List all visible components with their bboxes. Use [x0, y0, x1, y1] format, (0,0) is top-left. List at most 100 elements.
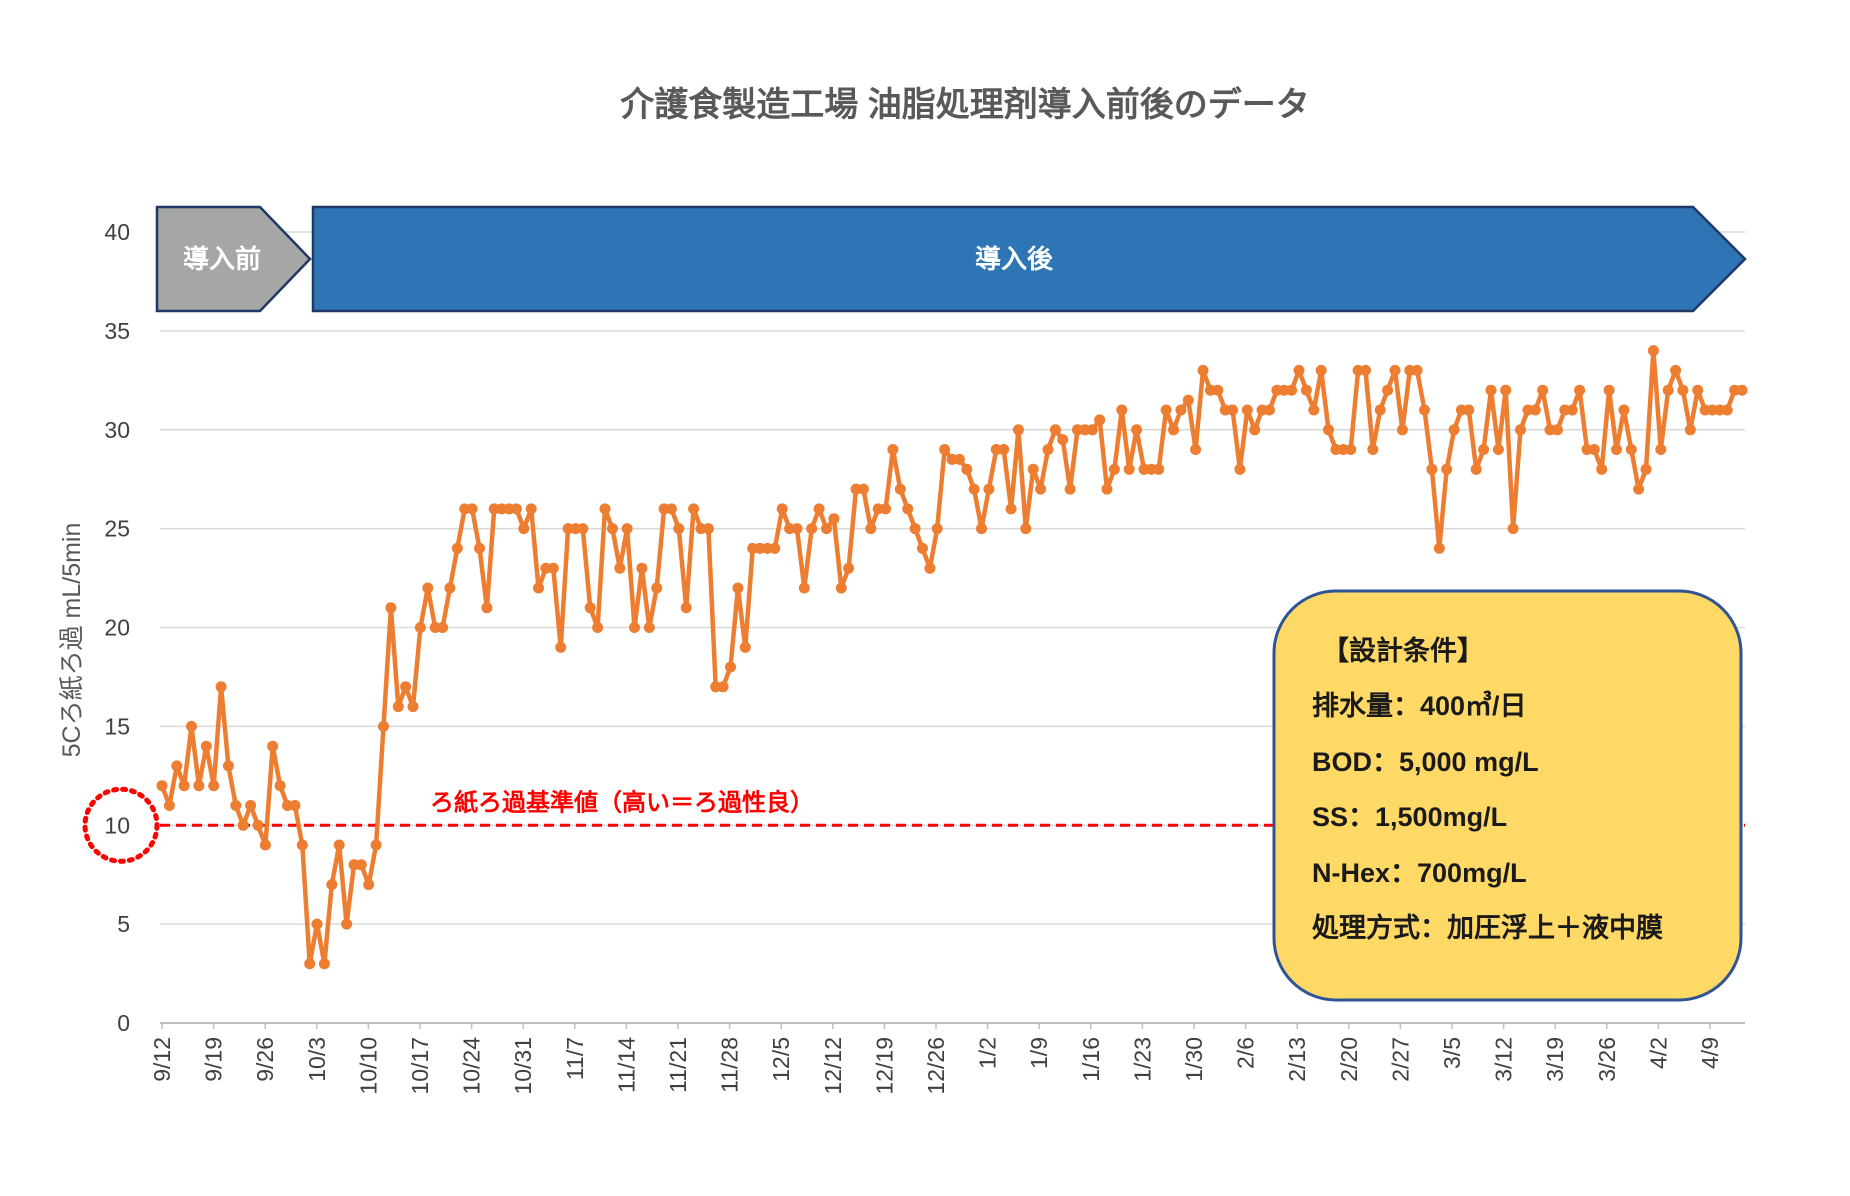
- data-point: [857, 483, 869, 495]
- data-point: [481, 602, 493, 614]
- data-point: [1507, 523, 1519, 535]
- data-point: [1448, 424, 1460, 436]
- data-point: [370, 839, 382, 851]
- data-point: [1012, 424, 1024, 436]
- data-point: [274, 780, 286, 792]
- data-point: [378, 720, 389, 732]
- data-point: [1374, 404, 1386, 416]
- data-point: [961, 463, 973, 475]
- design-condition-line: N-Hex：700mg/L: [1312, 858, 1527, 888]
- data-point: [614, 562, 626, 574]
- x-tick-label: 10/3: [304, 1037, 330, 1082]
- data-point: [606, 523, 618, 535]
- data-point: [798, 582, 810, 594]
- x-tick-label: 12/19: [871, 1037, 897, 1095]
- data-point: [1049, 424, 1061, 436]
- data-point: [776, 503, 788, 515]
- data-point: [1360, 364, 1371, 376]
- data-point: [1382, 384, 1394, 396]
- x-tick-label: 11/21: [665, 1037, 691, 1093]
- data-point: [1721, 404, 1733, 416]
- design-condition-line: SS：1,500mg/L: [1312, 802, 1507, 832]
- x-tick-label: 2/27: [1387, 1037, 1413, 1082]
- y-tick-label: 15: [104, 713, 130, 739]
- data-point: [1500, 384, 1512, 396]
- y-tick-label: 0: [117, 1010, 130, 1036]
- data-point: [525, 503, 537, 515]
- design-conditions-box: [1272, 589, 1743, 1002]
- reference-line-label: ろ紙ろ過基準値（高い＝ろ過性良）: [430, 788, 814, 816]
- data-point: [304, 958, 316, 970]
- data-point: [902, 503, 914, 515]
- data-point: [1574, 384, 1586, 396]
- x-tick-label: 11/14: [613, 1037, 639, 1093]
- data-point: [702, 523, 714, 535]
- x-tick-label: 3/19: [1542, 1037, 1568, 1082]
- data-point: [1492, 444, 1504, 455]
- x-tick-label: 1/2: [975, 1037, 1001, 1069]
- data-point: [769, 542, 781, 554]
- data-point: [1241, 404, 1253, 416]
- data-point: [230, 800, 242, 811]
- data-point: [983, 483, 995, 495]
- x-tick-label: 1/30: [1181, 1037, 1207, 1082]
- data-point: [437, 622, 449, 633]
- data-point: [1426, 463, 1438, 475]
- data-point: [333, 839, 345, 851]
- data-point: [1094, 414, 1106, 426]
- x-tick-label: 10/31: [510, 1037, 536, 1095]
- y-axis-label: 5Cろ紙ろ過 mL/5min: [58, 523, 86, 758]
- data-point: [1463, 404, 1475, 416]
- x-tick-label: 10/17: [407, 1037, 433, 1095]
- data-point: [318, 958, 330, 970]
- x-tick-label: 3/12: [1491, 1037, 1517, 1082]
- data-point: [1190, 444, 1202, 455]
- data-point: [599, 503, 611, 515]
- data-point: [237, 819, 249, 831]
- data-point: [1293, 364, 1305, 376]
- data-point: [267, 740, 279, 752]
- data-point: [739, 641, 751, 653]
- y-tick-label: 5: [117, 911, 130, 937]
- data-point: [1020, 523, 1032, 535]
- data-point: [407, 701, 419, 713]
- data-point: [193, 780, 205, 792]
- data-point: [621, 523, 633, 535]
- data-point: [643, 622, 655, 633]
- data-point: [1323, 424, 1334, 436]
- data-point: [1611, 444, 1622, 455]
- data-point: [1197, 364, 1209, 376]
- x-tick-label: 3/5: [1439, 1037, 1465, 1069]
- phase-before-arrow: [155, 205, 312, 313]
- data-point: [636, 562, 648, 574]
- data-point: [688, 503, 700, 515]
- data-point: [976, 523, 987, 535]
- data-point: [1433, 542, 1445, 554]
- y-tick-label: 35: [104, 318, 130, 344]
- x-tick-label: 1/16: [1078, 1037, 1104, 1082]
- design-condition-line: 【設計条件】: [1322, 635, 1484, 666]
- data-point: [894, 483, 906, 495]
- data-point: [1264, 404, 1275, 416]
- data-point: [1655, 444, 1667, 455]
- data-point: [1670, 364, 1682, 376]
- data-point: [887, 444, 899, 455]
- data-point: [629, 622, 640, 633]
- data-point: [1692, 384, 1704, 396]
- data-point: [813, 503, 825, 515]
- data-point: [939, 444, 951, 455]
- data-point: [917, 542, 928, 554]
- data-point: [953, 453, 965, 465]
- data-point: [577, 523, 589, 535]
- data-point: [1101, 483, 1113, 495]
- x-tick-label: 10/10: [355, 1037, 381, 1095]
- x-tick-label: 10/24: [459, 1037, 485, 1095]
- data-point: [680, 602, 692, 614]
- chart-title: 介護食製造工場 油脂処理剤導入前後のデータ: [620, 85, 1309, 124]
- data-point: [592, 622, 604, 633]
- data-point: [1566, 404, 1578, 416]
- x-tick-label: 12/5: [768, 1037, 794, 1082]
- data-point: [1367, 444, 1379, 455]
- y-tick-label: 10: [104, 812, 130, 838]
- design-condition-line: 排水量：400㎥/日: [1312, 690, 1527, 721]
